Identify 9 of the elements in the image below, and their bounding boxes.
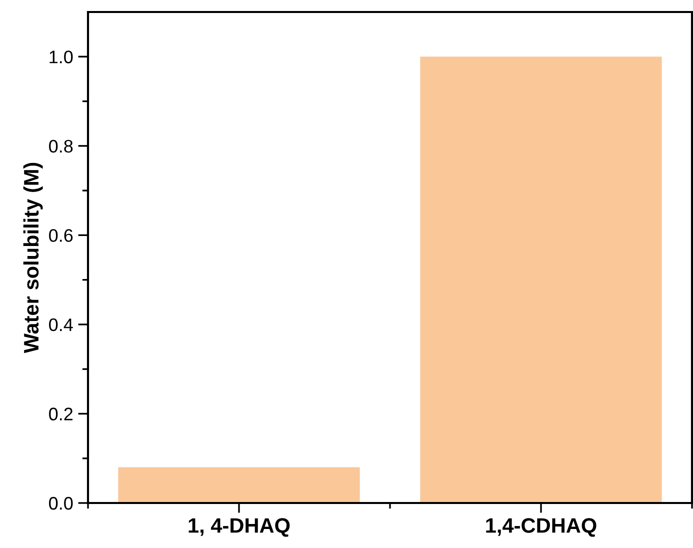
y-tick-label: 1.0 [50,50,73,64]
y-axis-title: Water solubility (M) [23,162,43,354]
y-tick-label: 0.0 [49,496,73,510]
x-tick-label: 1,4-CDHAQ [486,518,596,537]
y-tick-label: 0.2 [49,408,73,420]
y-tick-label: 0.8 [49,140,73,153]
y-tick-label: 0.6 [49,229,73,242]
x-tick-label: 1, 4-DHAQ [188,518,290,537]
y-tick-label: 0.4 [49,318,73,332]
